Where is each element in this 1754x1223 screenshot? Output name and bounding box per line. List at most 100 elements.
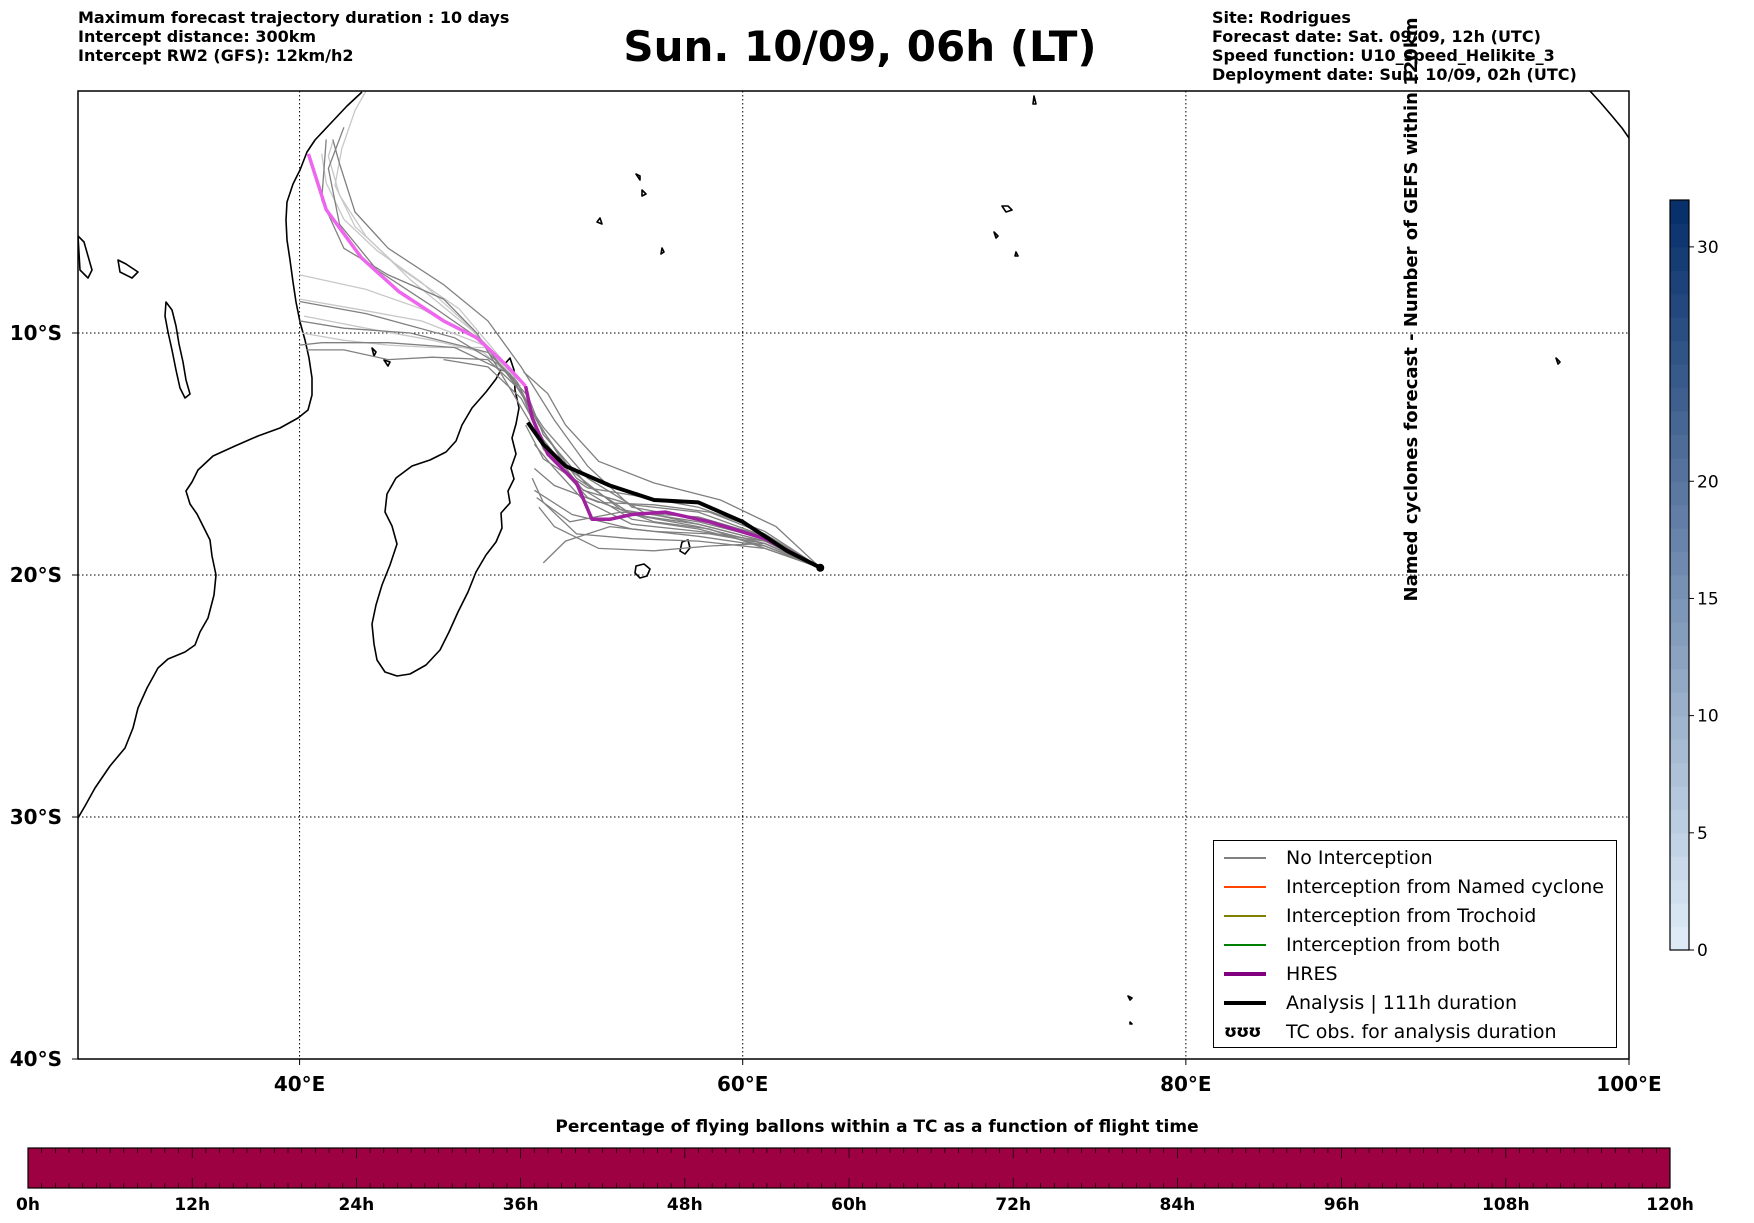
legend-label: Interception from Named cyclone [1286,876,1604,898]
legend-label: Interception from both [1286,934,1501,956]
legend-item-both: Interception from both [1224,932,1500,958]
coastlines [78,91,1629,1025]
max-duration-text: Maximum forecast trajectory duration : 1… [78,8,510,27]
colorbar-band [1670,528,1689,553]
colorbar-band [1670,551,1689,576]
colorbar-right-bands [1670,200,1689,951]
coast-madagascar [371,357,520,677]
colorbar-bottom-title: Percentage of flying ballons within a TC… [555,1117,1199,1137]
ensemble-trajectory [522,371,821,569]
colorbar-right-tick-label: 30 [1697,238,1719,258]
colorbar-band [1670,692,1689,717]
colorbar-bottom-tick-label: 0h [16,1195,40,1215]
legend-label: Analysis | 111h duration [1286,992,1518,1014]
main-title: Sun. 10/09, 06h (LT) [623,22,1097,71]
colorbar-band [1670,481,1689,506]
speed-function-text: Speed function: U10_speed_Helikite_3 [1212,46,1555,65]
colorbar-band [1670,645,1689,670]
ensemble-trajectory [534,489,821,569]
legend-label: HRES [1286,963,1338,985]
colorbar-bottom-tick-label: 12h [174,1195,210,1215]
ensemble-trajectory-light [303,315,522,387]
colorbar-bottom-tick-label: 72h [995,1195,1031,1215]
grid-lines [78,91,1629,1059]
coast-sumatra [1589,91,1629,139]
colorbar-bottom-tick-label: 24h [339,1195,375,1215]
colorbar-band [1670,715,1689,740]
axis-ticks [72,332,1630,1065]
legend-line [1224,1001,1266,1005]
legend-label: Interception from Trochoid [1286,905,1537,927]
coast-amsterdam-stpaul [1127,995,1133,1025]
colorbar-band [1670,340,1689,365]
colorbar-band [1670,575,1689,600]
colorbar-band [1670,668,1689,693]
colorbar-bottom-tick-label: 36h [503,1195,539,1215]
colorbar-band [1670,270,1689,295]
colorbar-bottom-tick-label: 48h [667,1195,703,1215]
site-text: Site: Rodrigues [1212,8,1351,27]
ensemble-trajectory [443,358,821,569]
ensemble-trajectory-light [334,91,513,373]
legend-label: TC obs. for analysis duration [1286,1021,1557,1043]
colorbar-bottom: 0h 12h 24h 36h 48h 60h 72h 84h 96h 108h 120h [16,1147,1694,1215]
ensemble-trajectory [327,127,821,569]
colorbar-band [1670,504,1689,529]
colorbar-bottom-labels: 0h 12h 24h 36h 48h 60h 72h 84h 96h 108h 120h [16,1195,1694,1215]
intercept-rw2-text: Intercept RW2 (GFS): 12km/h2 [78,46,354,65]
lon-label: 60°E [717,1072,769,1096]
coast-maldives [1032,95,1037,105]
colorbar-bottom-ticks [27,1148,1671,1188]
colorbar-band [1670,621,1689,646]
intercept-distance-text: Intercept distance: 300km [78,27,317,46]
colorbar-band [1670,856,1689,881]
legend: No Interception Interception from Named … [1213,840,1617,1048]
colorbar-bottom-tick-label: 96h [1324,1195,1360,1215]
ensemble-trajectory [525,424,821,569]
colorbar-band [1670,246,1689,271]
legend-item-trochoid: Interception from Trochoid [1224,903,1536,929]
colorbar-band [1670,903,1689,928]
colorbar-bottom-tick-label: 60h [831,1195,867,1215]
analysis-trajectory [526,421,822,570]
colorbar-band [1670,387,1689,412]
coast-chagos [993,205,1019,257]
lat-label: 20°S [10,563,62,587]
colorbar-right: 0 5 10 15 20 30 [1669,199,1719,961]
coast-pemba-zanzibar [78,235,139,279]
colorbar-right-tick-label: 15 [1697,589,1719,609]
colorbar-band [1670,598,1689,623]
colorbar-band [1670,739,1689,764]
colorbar-bottom-tick-label: 108h [1482,1195,1530,1215]
colorbar-band [1670,200,1689,225]
longitude-labels: 40°E 60°E 80°E 100°E [274,1072,1662,1096]
legend-item-analysis: Analysis | 111h duration [1224,990,1517,1016]
deployment-date-text: Deployment date: Sun. 10/09, 02h (UTC) [1212,65,1577,84]
colorbar-band [1670,364,1689,389]
colorbar-band [1670,879,1689,904]
legend-line [1224,886,1266,888]
ensemble-trajectory [538,506,821,569]
colorbar-right-tick-label: 10 [1697,707,1719,727]
colorbar-band [1670,293,1689,318]
ensemble-trajectory [533,443,821,569]
trajectories [299,91,822,570]
legend-item-tc-obs: ʊʊʊ TC obs. for analysis duration [1224,1019,1557,1045]
lon-label: 80°E [1160,1072,1212,1096]
legend-item-no-interception: No Interception [1224,845,1433,871]
coast-lake-malawi [164,301,191,399]
coast-comoros [371,347,391,367]
lon-label: 100°E [1596,1072,1661,1096]
coast-seychelles [596,173,665,255]
latitude-labels: 10°S 20°S 30°S 40°S [10,321,62,1071]
header-right: Site: Rodrigues Forecast date: Sat. 09/0… [1212,8,1577,84]
colorbar-right-tick-label: 0 [1697,941,1708,961]
legend-line [1224,915,1266,917]
legend-line [1224,972,1266,976]
coast-east-africa [78,91,363,819]
ensemble-trajectory-light [321,153,511,370]
colorbar-bottom-tick-label: 84h [1160,1195,1196,1215]
colorbar-right-tick-label: 5 [1697,824,1708,844]
ensemble-trajectory [533,468,821,569]
coast-reunion [634,563,651,579]
